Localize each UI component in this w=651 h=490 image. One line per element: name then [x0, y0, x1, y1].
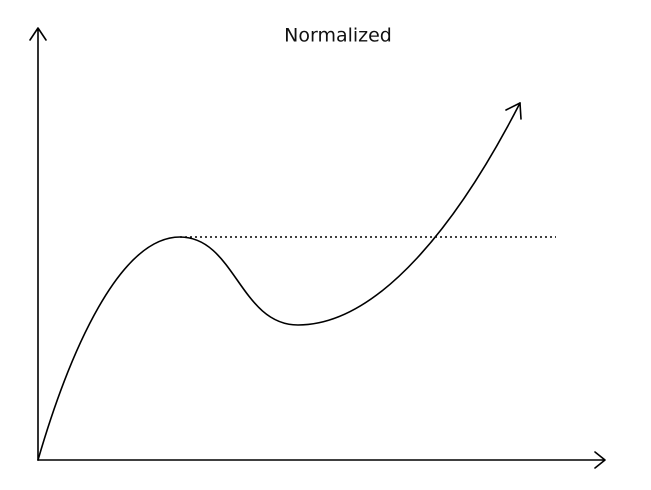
x-axis: [37, 451, 606, 469]
y-axis: [29, 27, 47, 461]
title: Normalized: [284, 25, 392, 47]
curve-arrowhead: [505, 102, 522, 120]
curve: [37, 102, 521, 461]
